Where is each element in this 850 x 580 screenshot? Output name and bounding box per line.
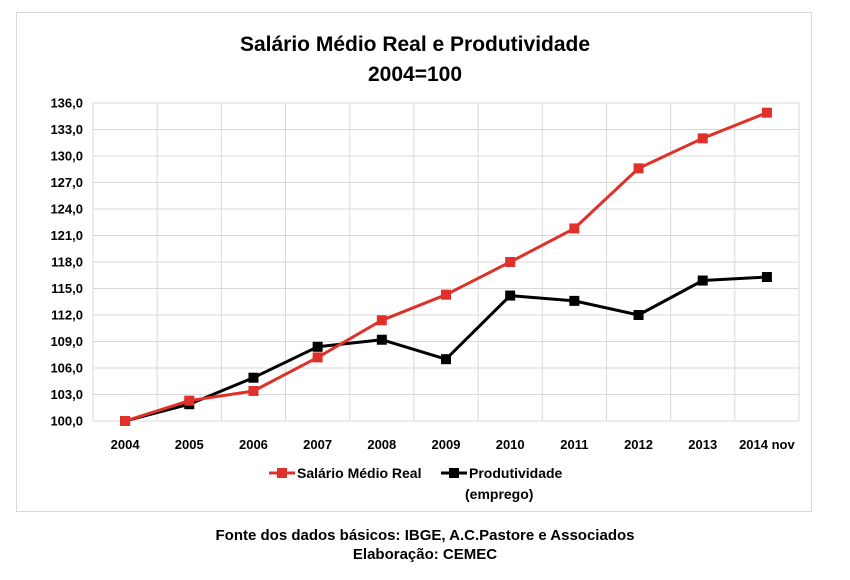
x-tick-label: 2007 bbox=[303, 437, 332, 452]
x-tick-label: 2004 bbox=[111, 437, 141, 452]
y-tick-label: 106,0 bbox=[50, 361, 83, 376]
legend-swatch-salario-marker bbox=[277, 468, 287, 478]
data-point-salario bbox=[184, 395, 195, 406]
data-point-salario bbox=[120, 416, 131, 426]
data-point-produtividade bbox=[569, 295, 580, 306]
data-point-produtividade bbox=[505, 290, 516, 301]
data-point-produtividade bbox=[312, 341, 323, 352]
y-axis-ticks: 100,0 103,0 106,0 109,0 112,0 115,0 118,0 121,0… bbox=[50, 96, 83, 429]
data-point-salario bbox=[312, 352, 323, 363]
data-point-produtividade bbox=[633, 310, 644, 320]
y-tick-label: 127,0 bbox=[50, 175, 83, 190]
data-point-produtividade bbox=[441, 354, 451, 365]
y-tick-label: 103,0 bbox=[50, 387, 83, 402]
y-tick-label: 109,0 bbox=[50, 334, 83, 349]
footer: Fonte dos dados básicos: IBGE, A.C.Pasto… bbox=[0, 526, 850, 564]
footer-credit: Elaboração: CEMEC bbox=[352, 546, 498, 563]
x-tick-label: 2013 bbox=[688, 437, 717, 452]
y-tick-label: 136,0 bbox=[50, 96, 83, 111]
chart-title: Salário Médio Real e Produtividade bbox=[240, 33, 590, 56]
y-tick-label: 118,0 bbox=[51, 255, 83, 270]
legend-item-salario: Salário Médio Real bbox=[269, 465, 421, 481]
y-tick-label: 124,0 bbox=[50, 202, 83, 217]
chart-subtitle: 2004=100 bbox=[368, 63, 462, 86]
data-point-salario bbox=[761, 107, 772, 118]
legend-label-produtividade-line2: (emprego) bbox=[465, 486, 533, 502]
series-layer bbox=[120, 107, 772, 426]
y-tick-label: 130,0 bbox=[50, 149, 83, 164]
y-tick-label: 115,0 bbox=[51, 281, 83, 296]
data-point-salario bbox=[505, 257, 516, 267]
x-tick-label: 2011 bbox=[560, 437, 588, 452]
data-point-produtividade bbox=[376, 334, 387, 345]
x-tick-label: 2006 bbox=[239, 437, 268, 452]
y-tick-label: 100,0 bbox=[50, 414, 83, 429]
data-point-salario bbox=[633, 163, 644, 174]
x-tick-label: 2010 bbox=[496, 437, 525, 452]
data-point-salario bbox=[697, 133, 708, 144]
data-point-salario bbox=[569, 223, 580, 234]
y-tick-label: 121,0 bbox=[50, 228, 83, 243]
footer-source: Fonte dos dados básicos: IBGE, A.C.Pasto… bbox=[215, 527, 635, 544]
data-point-produtividade bbox=[248, 372, 259, 383]
data-point-salario bbox=[441, 289, 451, 300]
x-axis-ticks: 2004 2005 2006 2007 2008 2009 2010 2011 2012 2013… bbox=[111, 437, 796, 452]
grid-layer bbox=[92, 102, 800, 422]
x-tick-label: 2012 bbox=[624, 437, 653, 452]
legend: Salário Médio Real Produtividade (empreg… bbox=[269, 465, 563, 502]
line-chart: Salário Médio Real e Produtividade 2004=… bbox=[50, 33, 800, 502]
legend-swatch-produtividade-marker bbox=[449, 468, 459, 478]
legend-label-salario: Salário Médio Real bbox=[297, 465, 421, 481]
y-tick-label: 112,0 bbox=[51, 308, 83, 323]
data-point-salario bbox=[376, 315, 387, 326]
legend-item-produtividade: Produtividade (emprego) bbox=[441, 465, 563, 502]
data-point-produtividade bbox=[761, 272, 772, 283]
chart-frame: Salário Médio Real e Produtividade 2004=… bbox=[16, 12, 812, 512]
x-tick-label: 2008 bbox=[367, 437, 396, 452]
y-tick-label: 133,0 bbox=[50, 122, 83, 137]
x-tick-label: 2009 bbox=[432, 437, 461, 452]
data-point-produtividade bbox=[697, 275, 708, 286]
data-point-salario bbox=[248, 385, 259, 396]
x-tick-label: 2014 nov bbox=[739, 437, 795, 452]
x-tick-label: 2005 bbox=[175, 437, 204, 452]
legend-label-produtividade: Produtividade bbox=[469, 465, 563, 481]
